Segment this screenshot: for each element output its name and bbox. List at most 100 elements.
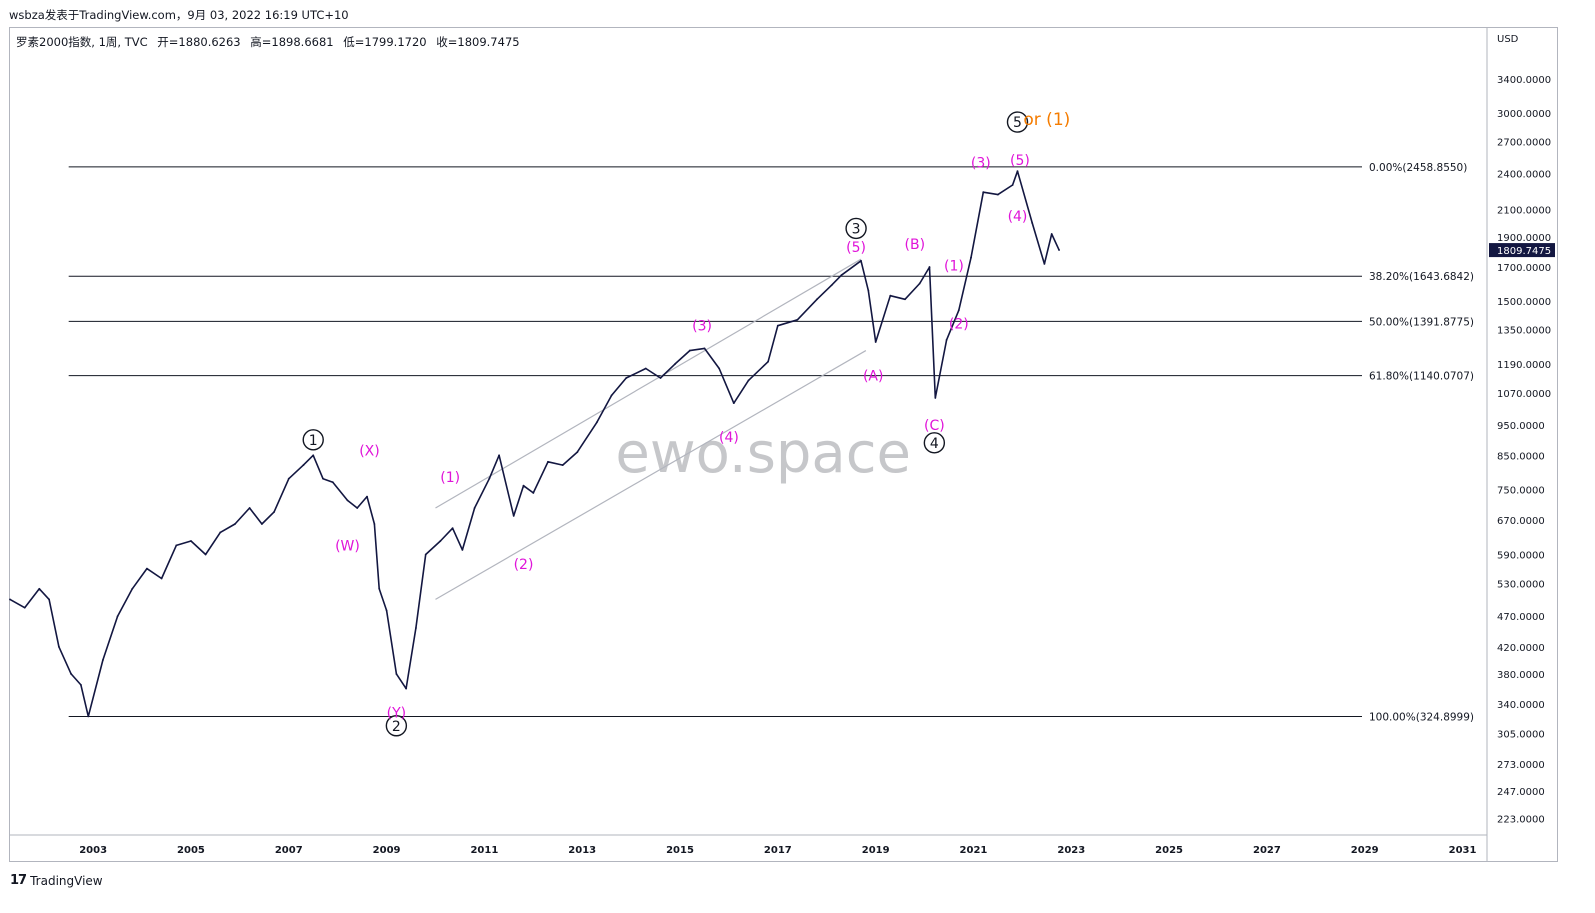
price-point — [312, 454, 315, 457]
y-tick-label: 380.0000 — [1497, 670, 1545, 681]
price-point — [1050, 233, 1053, 235]
y-tick-label: 273.0000 — [1497, 760, 1545, 771]
y-tick-label: 1190.0000 — [1497, 360, 1551, 371]
price-point — [1031, 222, 1034, 224]
price-point — [248, 507, 251, 509]
trend-channel-line[interactable] — [435, 258, 862, 509]
wave-label: (3) — [692, 319, 712, 335]
price-point — [378, 587, 381, 590]
price-point — [190, 540, 192, 542]
price-point — [70, 673, 73, 675]
price-point — [970, 256, 972, 259]
price-point — [498, 454, 500, 457]
price-point — [488, 477, 491, 480]
price-point — [146, 567, 148, 570]
fib-level-label: 100.00%(324.8999) — [1369, 711, 1474, 723]
price-point — [9, 598, 11, 601]
y-tick-label: 420.0000 — [1497, 643, 1545, 654]
price-point — [532, 492, 535, 494]
y-tick-label: 1700.0000 — [1497, 263, 1551, 274]
wave-label: (W) — [335, 538, 360, 554]
wave-label: or (1) — [1023, 110, 1070, 130]
price-point — [204, 553, 207, 556]
x-tick-label: 2029 — [1351, 845, 1379, 856]
price-point — [512, 515, 515, 517]
price-point — [840, 274, 843, 277]
price-point — [356, 507, 359, 509]
x-tick-label: 2019 — [862, 845, 890, 856]
price-line[interactable] — [9, 170, 1060, 718]
watermark-text: ewo.space — [615, 421, 911, 486]
x-tick-label: 2003 — [79, 845, 107, 856]
price-point — [997, 193, 999, 196]
price-point — [322, 477, 324, 480]
price-point — [48, 598, 51, 601]
price-point — [461, 549, 464, 551]
wave-label: (5) — [1010, 153, 1030, 169]
price-point — [732, 402, 735, 405]
price-point — [889, 294, 892, 297]
x-tick-label: 2023 — [1057, 845, 1085, 856]
y-tick-label: 340.0000 — [1497, 700, 1545, 711]
x-tick-label: 2027 — [1253, 845, 1281, 856]
wave-label: 4 — [930, 436, 939, 452]
price-point — [80, 683, 82, 686]
price-point — [366, 495, 368, 498]
y-tick-label: 1500.0000 — [1497, 297, 1551, 308]
y-tick-label: 530.0000 — [1497, 580, 1545, 591]
y-tick-label: 223.0000 — [1497, 815, 1545, 826]
wave-label: (B) — [905, 237, 926, 253]
wave-label: (5) — [846, 240, 866, 256]
y-tick-label: 247.0000 — [1497, 787, 1545, 798]
y-tick-label: 2100.0000 — [1497, 206, 1551, 217]
price-point — [219, 531, 222, 534]
y-tick-label: 850.0000 — [1497, 451, 1545, 462]
wave-label: (1) — [944, 258, 964, 274]
tradingview-logo-icon: 17 — [10, 873, 27, 888]
trend-channel-line[interactable] — [435, 350, 867, 600]
price-point — [830, 284, 833, 287]
y-tick-label: 750.0000 — [1497, 485, 1545, 496]
price-point — [175, 544, 178, 547]
price-point — [674, 363, 677, 365]
currency-label: USD — [1497, 34, 1519, 45]
wave-label: (2) — [949, 317, 969, 333]
wave-label: (X) — [359, 444, 380, 460]
price-point — [1058, 249, 1060, 251]
price-point — [58, 645, 60, 648]
y-tick-label: 950.0000 — [1497, 421, 1545, 432]
wave-label: 1 — [309, 433, 318, 449]
price-point — [1043, 263, 1046, 265]
price-point — [625, 377, 628, 379]
last-price-tag — [1489, 243, 1555, 258]
price-point — [405, 687, 408, 690]
y-tick-label: 1070.0000 — [1497, 389, 1551, 400]
y-tick-label: 305.0000 — [1497, 730, 1545, 741]
price-point — [234, 523, 236, 525]
publish-caption: wsbza发表于TradingView.com，9月 03, 2022 16:1… — [9, 8, 349, 22]
wave-label: (4) — [1008, 209, 1028, 225]
x-tick-label: 2021 — [960, 845, 988, 856]
y-tick-label: 670.0000 — [1497, 516, 1545, 527]
wave-label: 5 — [1013, 115, 1022, 131]
y-tick-label: 590.0000 — [1497, 550, 1545, 561]
price-point — [595, 421, 598, 424]
wave-label: (2) — [514, 557, 534, 573]
price-point — [860, 259, 862, 262]
wave-label: (Y) — [387, 705, 406, 721]
price-point — [718, 367, 721, 370]
price-point — [346, 499, 349, 502]
price-point — [610, 394, 613, 397]
wave-circle-marker — [385, 715, 408, 737]
price-point — [451, 527, 454, 530]
fib-level-label: 0.00%(2458.8550) — [1369, 162, 1467, 174]
tradingview-footer[interactable]: 17 TradingView — [10, 873, 103, 888]
price-point — [867, 289, 870, 292]
price-point — [287, 477, 290, 480]
price-point — [1011, 184, 1014, 186]
x-tick-label: 2009 — [373, 845, 401, 856]
price-point — [957, 309, 960, 312]
x-tick-label: 2013 — [568, 845, 596, 856]
price-point — [331, 481, 334, 484]
